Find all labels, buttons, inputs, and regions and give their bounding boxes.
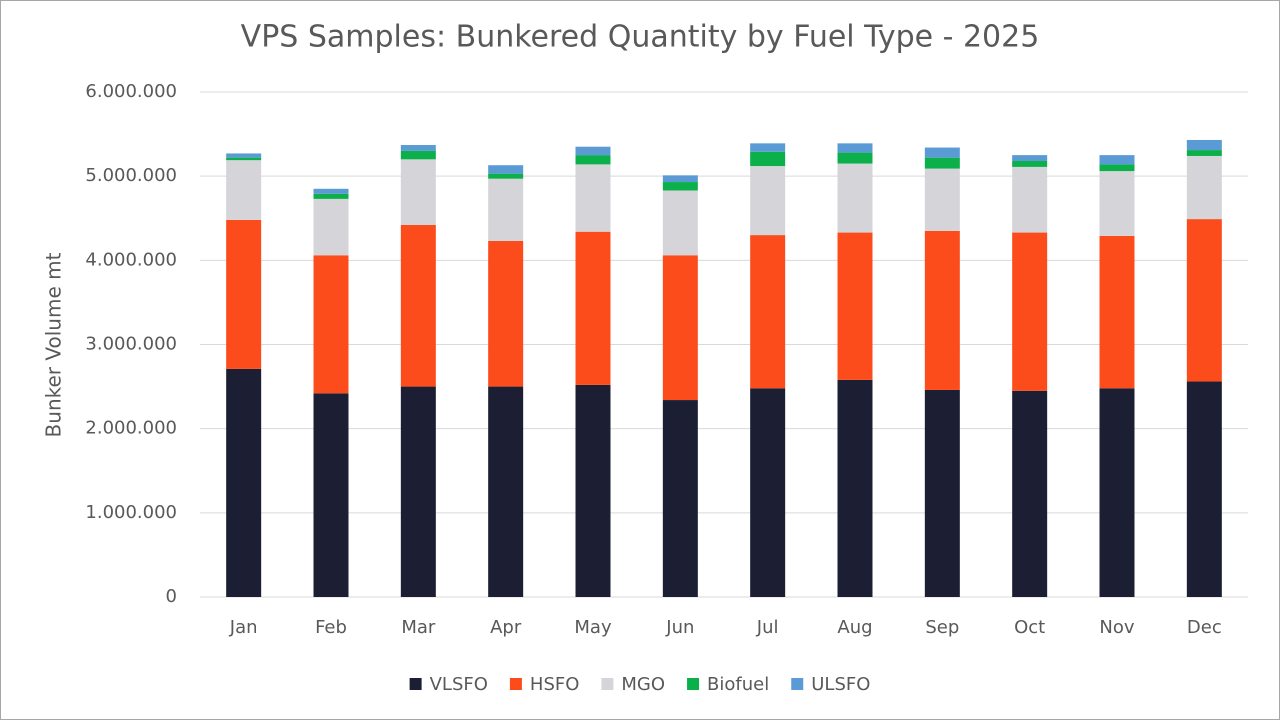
- legend-label: VLSFO: [430, 674, 488, 695]
- bar-segment: [313, 393, 349, 597]
- bar-segment: [837, 163, 873, 233]
- y-tick-label: 5.000.000: [85, 165, 177, 186]
- bar-segment: [662, 400, 698, 597]
- bar-segment: [313, 193, 349, 199]
- bar-segment: [924, 230, 960, 390]
- x-tick-label: May: [574, 617, 612, 638]
- bar-segment: [226, 157, 262, 161]
- bar-segment: [1186, 155, 1222, 220]
- bar-segment: [575, 384, 611, 597]
- chart-title: VPS Samples: Bunkered Quantity by Fuel T…: [241, 20, 1040, 55]
- bar-segment: [575, 155, 611, 165]
- x-tick-label: Aug: [837, 617, 872, 638]
- bar-segment: [1186, 150, 1222, 156]
- bar-segment: [1099, 171, 1135, 236]
- bar-segment: [662, 175, 698, 183]
- bar-segment: [1012, 390, 1048, 597]
- bar-segment: [226, 160, 262, 220]
- y-tick-label: 6.000.000: [85, 81, 177, 102]
- y-axis-label: Bunker Volume mt: [42, 252, 66, 437]
- bar-segment: [924, 168, 960, 231]
- legend-swatch: [509, 678, 522, 690]
- x-tick-label: Jun: [665, 617, 694, 638]
- bar-segment: [1012, 166, 1048, 233]
- bar-segment: [226, 219, 262, 369]
- bar-segment: [662, 190, 698, 256]
- bar-segment: [750, 151, 786, 167]
- bar-segment: [750, 143, 786, 152]
- bar-segment: [837, 379, 873, 597]
- x-tick-label: Oct: [1014, 617, 1045, 638]
- bar-segment: [400, 150, 436, 160]
- bar-segment: [226, 368, 262, 597]
- x-tick-label: Feb: [315, 617, 347, 638]
- bar-segment: [313, 255, 349, 394]
- bar-segment: [924, 157, 960, 169]
- y-tick-label: 0: [166, 586, 177, 607]
- bar-segment: [488, 173, 524, 179]
- bar-segment: [400, 145, 436, 151]
- legend-swatch: [687, 678, 700, 690]
- bar-segment: [400, 224, 436, 387]
- bar-segment: [1012, 161, 1048, 167]
- x-tick-label: Sep: [925, 617, 959, 638]
- legend-label: MGO: [621, 674, 665, 695]
- legend-swatch: [409, 678, 422, 690]
- legend-label: ULSFO: [811, 674, 870, 695]
- bar-segment: [313, 188, 349, 194]
- bar-segment: [400, 386, 436, 597]
- bar-segment: [1012, 232, 1048, 391]
- bar-segment: [400, 159, 436, 225]
- bar-segment: [1186, 381, 1222, 597]
- bar-segment: [837, 152, 873, 164]
- bar-segment: [488, 240, 524, 387]
- bar-segment: [575, 146, 611, 156]
- bar-segment: [1099, 155, 1135, 165]
- bar-segment: [662, 255, 698, 401]
- bar-segment: [575, 231, 611, 385]
- bar-segment: [837, 143, 873, 153]
- legend-label: Biofuel: [707, 674, 769, 695]
- bar-segment: [575, 164, 611, 232]
- bar-segment: [1186, 219, 1222, 382]
- bar-segment: [1099, 388, 1135, 597]
- bar-segment: [1099, 235, 1135, 389]
- legend-label: HSFO: [530, 674, 579, 695]
- x-tick-label: Apr: [490, 617, 522, 638]
- bar-segment: [226, 153, 262, 158]
- legend-swatch: [601, 678, 614, 690]
- x-tick-label: Dec: [1187, 617, 1222, 638]
- bar-segment: [1186, 139, 1222, 151]
- bar-segment: [488, 165, 524, 174]
- bar-segment: [662, 182, 698, 191]
- x-tick-label: Jan: [229, 617, 258, 638]
- bar-segment: [837, 232, 873, 380]
- bar-segment: [488, 178, 524, 241]
- bar-segment: [1012, 155, 1048, 162]
- bar-segment: [1099, 164, 1135, 172]
- bar-segment: [924, 389, 960, 597]
- bar-segment: [750, 235, 786, 389]
- bar-segment: [924, 147, 960, 158]
- y-tick-label: 4.000.000: [85, 249, 177, 270]
- legend-swatch: [791, 678, 804, 690]
- x-tick-label: Mar: [401, 617, 436, 638]
- bar-segment: [750, 166, 786, 236]
- x-tick-label: Nov: [1099, 617, 1134, 638]
- bar-segment: [750, 388, 786, 597]
- bar-segment: [488, 386, 524, 597]
- bar-segment: [313, 198, 349, 256]
- y-tick-label: 2.000.000: [85, 418, 177, 439]
- x-tick-label: Jul: [756, 617, 779, 638]
- y-tick-label: 1.000.000: [85, 502, 177, 523]
- y-tick-label: 3.000.000: [85, 334, 177, 355]
